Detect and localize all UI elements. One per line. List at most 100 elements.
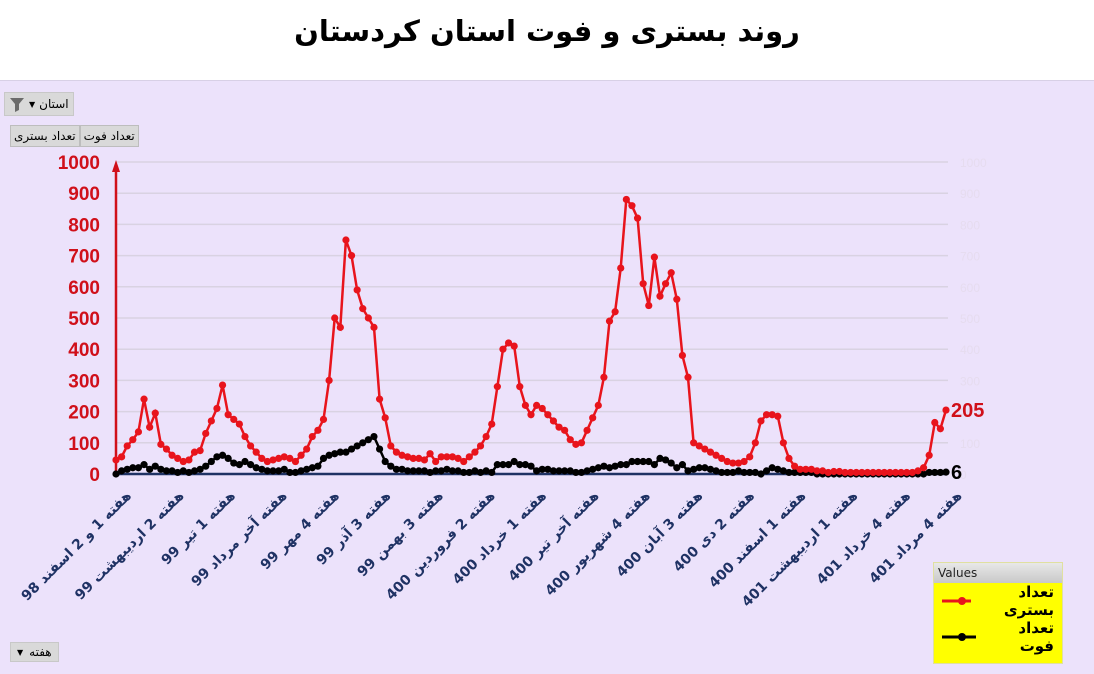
data-point[interactable] — [465, 468, 473, 477]
data-point[interactable] — [617, 264, 625, 272]
data-point[interactable] — [196, 465, 204, 473]
series-button-deaths[interactable]: تعداد فوت — [79, 125, 139, 147]
data-point[interactable] — [280, 453, 288, 461]
data-point[interactable] — [549, 417, 558, 425]
data-point[interactable] — [118, 467, 126, 475]
data-point[interactable] — [723, 468, 731, 477]
data-point[interactable] — [432, 457, 440, 466]
data-point[interactable] — [190, 448, 199, 456]
data-point[interactable] — [751, 439, 759, 447]
data-point[interactable] — [813, 467, 821, 475]
data-point[interactable] — [639, 457, 647, 466]
data-point[interactable] — [919, 464, 928, 472]
data-point[interactable] — [600, 373, 608, 381]
data-point[interactable] — [656, 454, 664, 462]
data-point[interactable] — [347, 445, 356, 453]
data-point[interactable] — [342, 236, 350, 244]
data-point[interactable] — [645, 457, 653, 466]
data-point[interactable] — [370, 323, 378, 331]
data-point[interactable] — [577, 468, 586, 477]
data-point[interactable] — [151, 409, 159, 417]
data-point[interactable] — [258, 465, 266, 473]
data-point[interactable] — [297, 451, 305, 459]
data-point[interactable] — [639, 280, 647, 288]
data-point[interactable] — [701, 445, 709, 453]
data-point[interactable] — [269, 467, 277, 475]
data-point[interactable] — [129, 464, 137, 472]
data-point[interactable] — [476, 442, 485, 450]
data-point[interactable] — [768, 411, 776, 419]
data-point[interactable] — [762, 411, 771, 419]
data-point[interactable] — [224, 454, 232, 462]
data-point[interactable] — [353, 442, 361, 450]
data-point[interactable] — [454, 454, 462, 462]
data-point[interactable] — [146, 465, 154, 473]
week-filter-button[interactable]: ▼ هفته — [10, 642, 59, 662]
data-point[interactable] — [140, 461, 148, 469]
data-point[interactable] — [275, 454, 283, 462]
data-point[interactable] — [673, 464, 681, 472]
data-point[interactable] — [516, 461, 524, 469]
data-point[interactable] — [303, 445, 311, 453]
data-point[interactable] — [123, 442, 131, 450]
data-point[interactable] — [903, 468, 911, 477]
data-point[interactable] — [577, 439, 586, 447]
data-point[interactable] — [729, 459, 737, 467]
data-point[interactable] — [919, 470, 928, 478]
data-point[interactable] — [275, 467, 283, 475]
data-point[interactable] — [364, 436, 372, 444]
data-point[interactable] — [819, 467, 827, 475]
data-point[interactable] — [796, 465, 804, 473]
data-point[interactable] — [734, 459, 743, 467]
data-point[interactable] — [594, 401, 602, 409]
data-point[interactable] — [465, 453, 473, 461]
data-point[interactable] — [381, 414, 389, 422]
data-point[interactable] — [661, 456, 670, 464]
data-point[interactable] — [319, 454, 328, 462]
data-point[interactable] — [443, 465, 451, 473]
data-point[interactable] — [179, 457, 187, 466]
data-point[interactable] — [589, 414, 597, 422]
data-point[interactable] — [695, 442, 703, 450]
data-point[interactable] — [162, 467, 171, 475]
data-point[interactable] — [246, 442, 255, 450]
data-point[interactable] — [690, 439, 698, 447]
data-point[interactable] — [342, 448, 350, 456]
data-point[interactable] — [757, 470, 765, 478]
data-point[interactable] — [931, 418, 939, 427]
data-point[interactable] — [600, 462, 608, 470]
data-point[interactable] — [538, 465, 546, 473]
data-point[interactable] — [123, 465, 131, 473]
data-point[interactable] — [112, 456, 120, 464]
data-point[interactable] — [437, 453, 445, 461]
data-point[interactable] — [168, 451, 176, 459]
data-point[interactable] — [561, 467, 569, 475]
data-point[interactable] — [263, 457, 272, 466]
data-point[interactable] — [235, 420, 243, 428]
data-point[interactable] — [605, 464, 614, 472]
data-point[interactable] — [807, 465, 816, 473]
data-point[interactable] — [325, 451, 333, 459]
data-point[interactable] — [723, 457, 731, 466]
data-point[interactable] — [762, 467, 771, 475]
data-point[interactable] — [533, 467, 541, 475]
data-point[interactable] — [931, 468, 939, 477]
data-point[interactable] — [241, 457, 249, 466]
data-point[interactable] — [291, 457, 300, 466]
data-point[interactable] — [936, 468, 944, 477]
data-point[interactable] — [404, 453, 412, 461]
data-point[interactable] — [319, 415, 328, 423]
data-point[interactable] — [533, 401, 541, 409]
data-point[interactable] — [426, 450, 434, 458]
data-point[interactable] — [404, 467, 412, 475]
data-point[interactable] — [589, 465, 597, 473]
data-point[interactable] — [230, 459, 238, 467]
data-point[interactable] — [706, 465, 715, 473]
data-point[interactable] — [488, 420, 496, 428]
data-point[interactable] — [790, 468, 799, 477]
data-point[interactable] — [785, 454, 793, 462]
data-point[interactable] — [308, 464, 316, 472]
data-point[interactable] — [835, 467, 844, 476]
data-point[interactable] — [415, 467, 423, 475]
data-point[interactable] — [202, 462, 210, 470]
